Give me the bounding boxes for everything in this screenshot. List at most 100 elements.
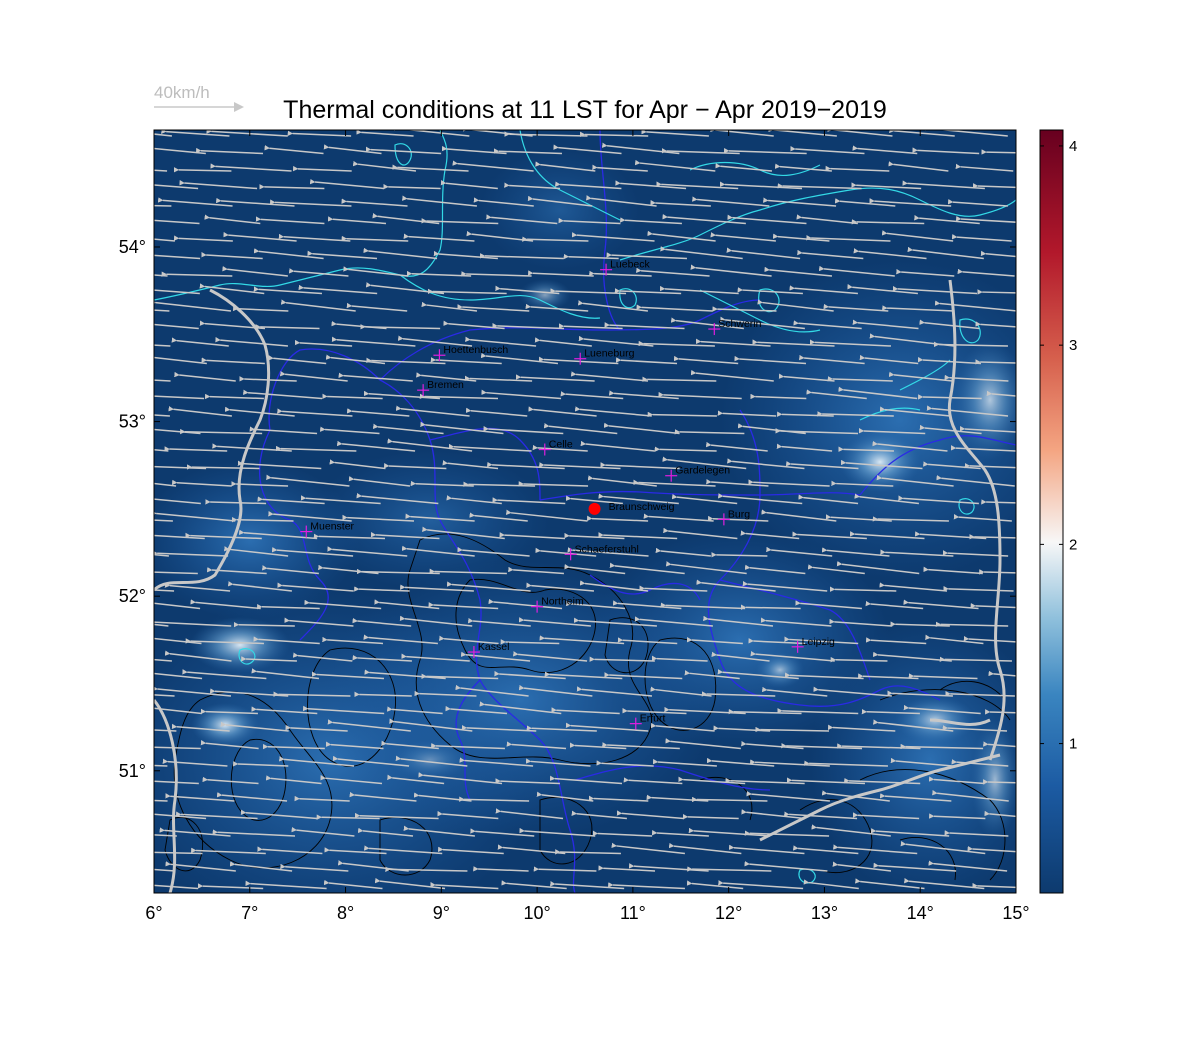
wind-arrow — [251, 706, 318, 715]
wind-arrow — [231, 481, 289, 487]
wind-arrow — [238, 529, 318, 540]
wind-arrow — [186, 464, 260, 470]
wind-arrow — [431, 743, 505, 750]
wind-arrow — [157, 197, 233, 207]
wind-arrow — [255, 216, 325, 225]
wind-arrow — [352, 160, 417, 172]
city-label: Hoettenbusch — [443, 344, 508, 356]
wind-arrow — [639, 585, 708, 592]
wind-arrow — [331, 336, 416, 347]
city-label: Burg — [728, 508, 750, 520]
wind-arrow — [494, 670, 566, 680]
wind-arrow — [757, 299, 834, 312]
wind-arrow — [589, 656, 655, 662]
wind-arrow — [563, 253, 619, 260]
wind-arrow — [912, 147, 980, 155]
wind-arrow — [682, 814, 739, 820]
wind-arrow — [387, 438, 473, 452]
wind-arrow — [734, 355, 807, 365]
wind-arrow — [349, 791, 417, 802]
wind-arrow — [495, 808, 564, 820]
wind-arrow — [154, 602, 201, 610]
wind-arrow — [268, 511, 352, 522]
wind-arrow — [603, 422, 680, 435]
wind-arrow — [325, 354, 386, 365]
wind-arrow — [487, 461, 565, 470]
wind-arrow — [294, 339, 353, 347]
wind-arrow — [460, 651, 531, 662]
wind-arrow — [564, 532, 625, 540]
wind-arrow — [269, 199, 352, 207]
wind-arrow — [598, 865, 656, 872]
wind-arrow — [428, 602, 499, 610]
wind-arrow — [522, 236, 589, 242]
wind-arrow — [280, 299, 356, 312]
wind-arrow — [917, 356, 982, 365]
wind-arrow — [154, 323, 199, 330]
wind-arrow — [665, 738, 741, 750]
wind-arrow — [346, 302, 408, 312]
wind-arrow — [647, 230, 716, 242]
wind-arrow — [159, 827, 231, 837]
wind-arrow — [879, 582, 948, 592]
wind-arrow — [924, 130, 1008, 137]
wind-arrow — [963, 635, 1016, 643]
wind-arrow — [501, 880, 567, 890]
wind-arrow — [223, 231, 297, 242]
wind-arrow — [479, 701, 562, 715]
wind-arrow — [320, 775, 383, 785]
wind-arrow — [750, 393, 807, 400]
wind-arrow — [719, 181, 803, 190]
wind-arrow — [852, 812, 920, 820]
wind-arrow — [174, 371, 236, 382]
wind-arrow — [446, 495, 502, 505]
wind-arrow — [673, 355, 739, 365]
wind-arrow — [173, 167, 232, 173]
wind-arrow — [154, 238, 175, 242]
wind-arrow — [445, 705, 508, 715]
wind-arrow — [440, 180, 498, 190]
wind-arrow — [372, 213, 440, 225]
wind-arrow — [907, 246, 984, 260]
wind-arrow — [710, 232, 776, 242]
city-marker: Schwerin — [708, 318, 762, 336]
wind-arrow — [887, 690, 953, 697]
wind-arrow — [896, 268, 955, 277]
wind-arrow — [600, 462, 680, 470]
city-marker: Leipzig — [791, 636, 835, 653]
wind-arrow — [154, 498, 201, 505]
wind-arrow — [495, 778, 560, 785]
wind-arrow — [280, 863, 349, 872]
wind-arrow — [983, 741, 1016, 748]
wind-arrow — [596, 760, 654, 767]
chart-title: Thermal conditions at 11 LST for Apr − A… — [283, 96, 887, 124]
wind-arrow — [592, 830, 653, 837]
wind-arrow — [313, 533, 386, 540]
colorbar-tick-label: 4 — [1069, 138, 1077, 155]
wind-arrow — [903, 704, 981, 715]
wind-arrow — [519, 827, 596, 837]
wind-arrow — [711, 651, 770, 662]
wind-arrow — [723, 147, 807, 155]
city-label: Erfurt — [640, 713, 666, 725]
wind-arrow — [942, 550, 1009, 557]
wind-arrow — [285, 724, 348, 732]
wind-arrow — [525, 303, 589, 312]
wind-arrow — [945, 691, 1015, 697]
wind-arrow — [284, 617, 354, 627]
wind-arrow — [332, 755, 410, 767]
wind-arrow — [298, 284, 378, 295]
wind-arrow — [154, 274, 168, 277]
wind-arrow — [789, 285, 858, 295]
wind-arrow — [154, 780, 199, 785]
wind-arrow — [197, 883, 264, 890]
wind-arrow — [273, 691, 351, 697]
wind-arrow — [892, 285, 978, 295]
wind-reference-arrow-icon — [154, 102, 244, 112]
wind-arrow — [154, 449, 169, 452]
wind-arrow — [437, 810, 499, 820]
wind-arrow — [457, 546, 530, 557]
wind-arrow — [727, 214, 807, 225]
wind-arrow — [231, 516, 294, 523]
